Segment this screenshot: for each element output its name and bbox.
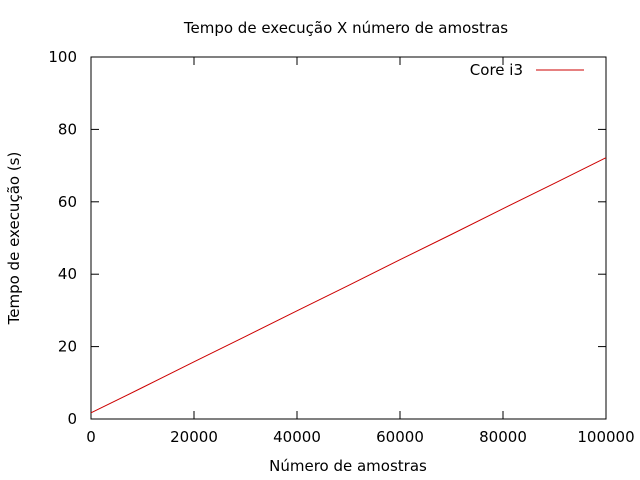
x-tick-label: 80000 (479, 428, 527, 446)
y-axis-tick-labels: 0 20 40 60 80 100 (48, 48, 77, 428)
series-layer (90, 157, 607, 414)
x-tick-label: 60000 (376, 428, 424, 446)
x-axis-tick-labels: 0 20000 40000 60000 80000 100000 (86, 428, 634, 446)
y-tick-label: 0 (67, 410, 77, 428)
y-axis-ticks (91, 56, 606, 420)
x-tick-label: 0 (86, 428, 96, 446)
legend-label-core-i3: Core i3 (470, 61, 523, 79)
x-tick-label: 40000 (273, 428, 321, 446)
y-tick-label: 60 (58, 193, 77, 211)
y-tick-label: 40 (58, 265, 77, 283)
y-tick-label: 20 (58, 338, 77, 356)
series-line-core-i3 (90, 157, 607, 414)
y-tick-label: 80 (58, 120, 77, 138)
x-tick-label: 20000 (170, 428, 218, 446)
plot-frame (90, 56, 607, 420)
x-axis-ticks (90, 57, 607, 419)
chart-title: Tempo de execução X número de amostras (183, 19, 508, 37)
x-tick-label: 100000 (577, 428, 634, 446)
legend: Core i3 (470, 61, 584, 79)
y-tick-label: 100 (48, 48, 77, 66)
y-axis-title: Tempo de execução (s) (5, 152, 23, 326)
x-axis-title: Número de amostras (269, 457, 427, 475)
